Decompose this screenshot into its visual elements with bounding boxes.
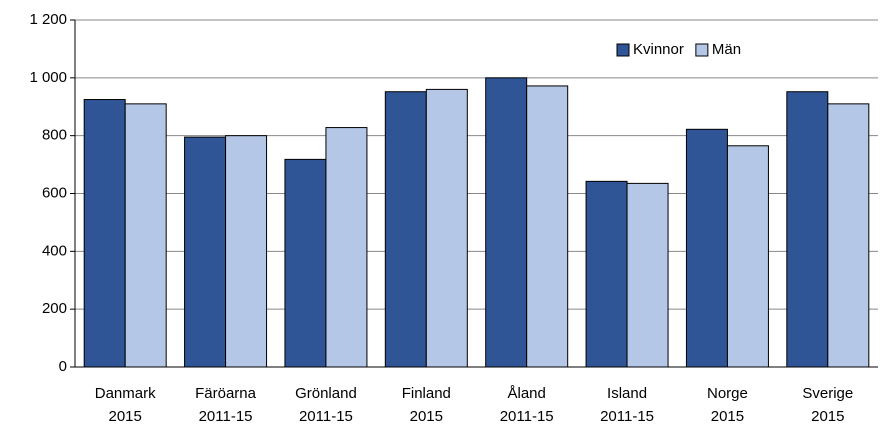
bar <box>83 99 126 368</box>
x-tick-label: Sverige <box>802 385 853 402</box>
x-tick-label: 2011-15 <box>600 408 654 425</box>
bar <box>124 103 167 368</box>
x-tick-label: Grönland <box>295 385 357 402</box>
bar <box>485 77 528 368</box>
bar <box>384 91 427 368</box>
bar <box>626 182 669 368</box>
x-tick-label: 2011-15 <box>299 408 353 425</box>
bar <box>225 135 268 368</box>
y-tick-label: 1 000 <box>29 69 67 86</box>
x-tick-label: 2011-15 <box>500 408 554 425</box>
legend-swatch <box>695 43 709 57</box>
x-tick-label: Finland <box>402 385 451 402</box>
bar <box>585 180 628 368</box>
y-tick-label: 400 <box>42 242 67 259</box>
y-tick-label: 0 <box>59 358 67 375</box>
x-tick-label: Åland <box>508 385 546 402</box>
x-tick-label: 2011-15 <box>199 408 253 425</box>
y-tick-label: 200 <box>42 300 67 317</box>
legend-label: Män <box>712 41 741 58</box>
x-tick-label: 2015 <box>711 408 744 425</box>
bar <box>827 103 870 368</box>
bar <box>325 127 368 368</box>
bar <box>425 88 468 368</box>
bar <box>184 136 227 368</box>
bar <box>726 145 769 368</box>
bar <box>284 158 327 368</box>
x-tick-label: Färöarna <box>195 385 257 402</box>
x-tick-label: Danmark <box>95 385 156 402</box>
bar <box>786 91 829 368</box>
x-tick-label: 2015 <box>811 408 844 425</box>
bar <box>526 85 569 368</box>
y-tick-label: 800 <box>42 127 67 144</box>
legend-swatch <box>616 43 630 57</box>
x-tick-label: 2015 <box>109 408 142 425</box>
y-tick-label: 1 200 <box>29 11 67 28</box>
bar <box>685 128 728 368</box>
x-tick-label: 2015 <box>410 408 443 425</box>
legend-label: Kvinnor <box>633 41 684 58</box>
y-tick-label: 600 <box>42 184 67 201</box>
x-tick-label: Norge <box>707 385 748 402</box>
x-tick-label: Island <box>607 385 647 402</box>
